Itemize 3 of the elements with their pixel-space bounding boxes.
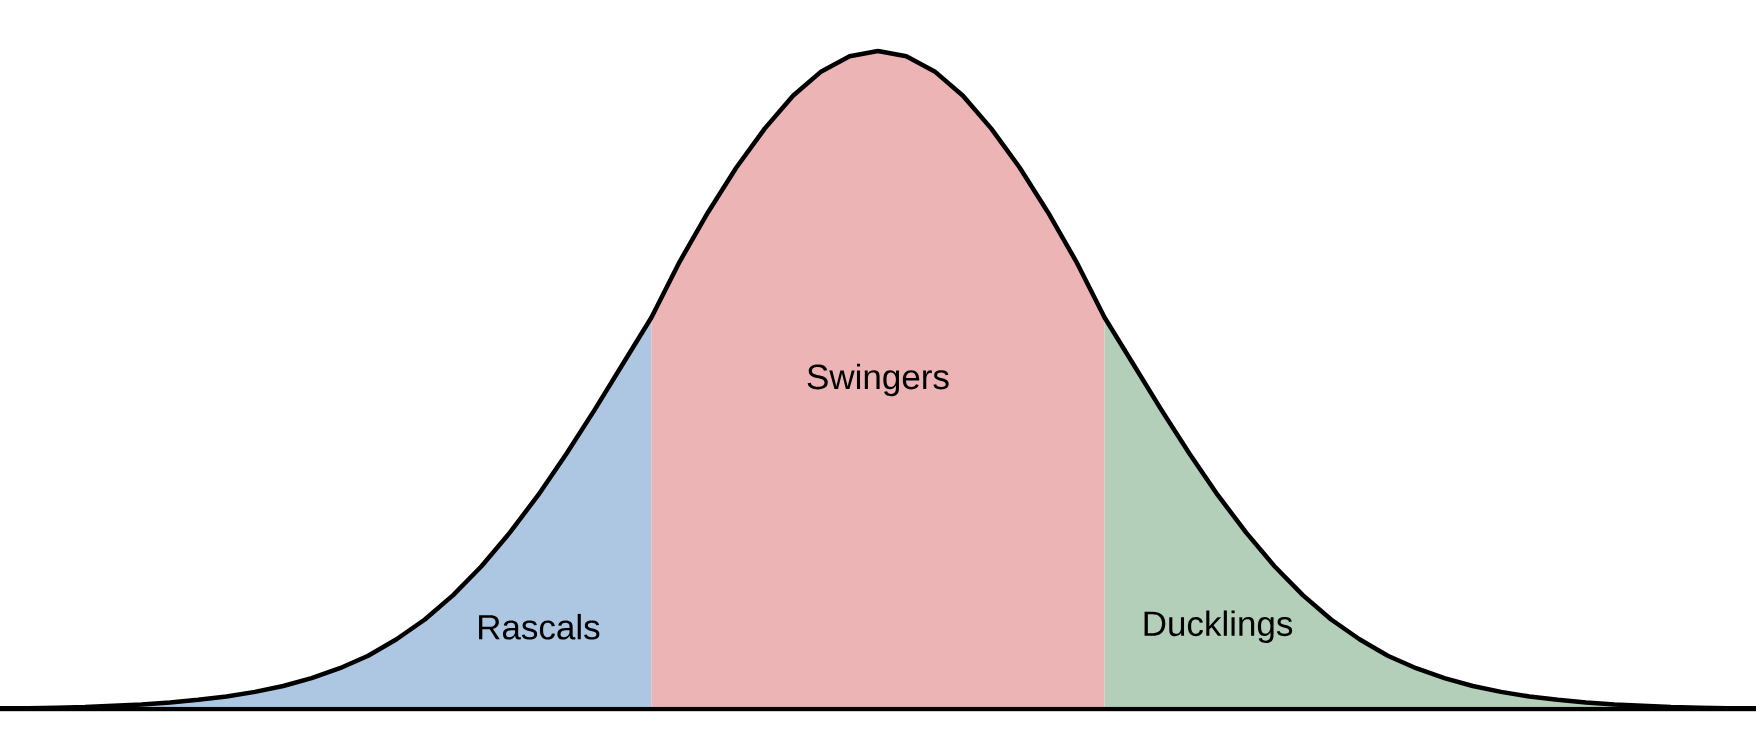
series-label: Ducklings [1144,610,1293,644]
series-label: Rascals [479,613,600,640]
series-label: Swingers [807,363,949,397]
